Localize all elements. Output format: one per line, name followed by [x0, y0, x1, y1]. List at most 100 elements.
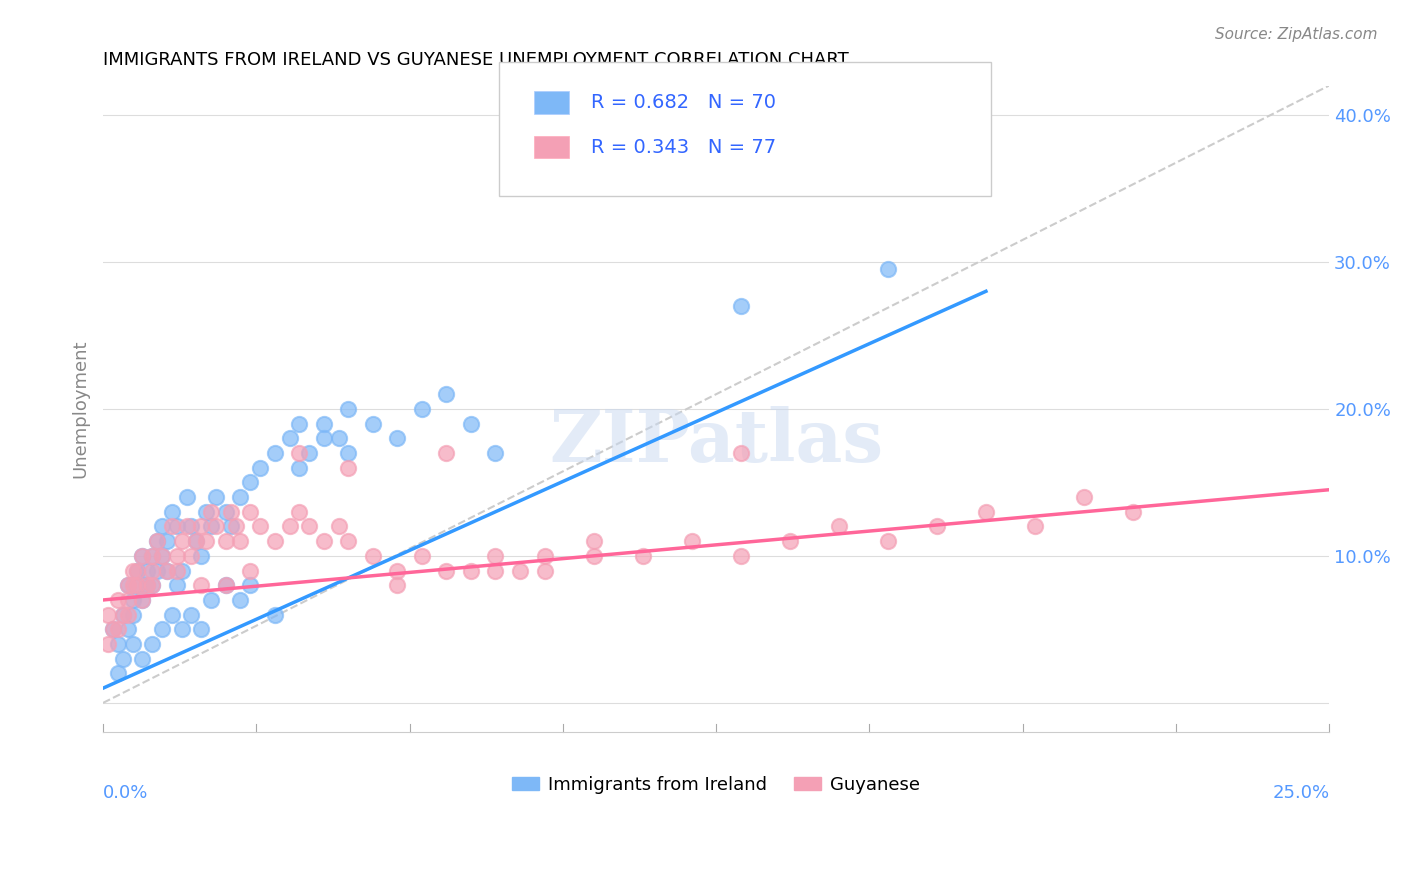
- Point: [200, 593, 222, 607]
- Point: [225, 519, 247, 533]
- Point: [170, 623, 193, 637]
- Point: [298, 519, 321, 533]
- Point: [141, 637, 163, 651]
- Point: [1073, 490, 1095, 504]
- Point: [974, 505, 997, 519]
- Point: [150, 549, 173, 563]
- Point: [337, 534, 360, 549]
- Point: [215, 505, 238, 519]
- Point: [460, 417, 482, 431]
- Point: [121, 593, 143, 607]
- Point: [150, 549, 173, 563]
- Point: [215, 534, 238, 549]
- Point: [121, 564, 143, 578]
- Point: [186, 534, 208, 549]
- Point: [239, 505, 262, 519]
- Point: [107, 637, 129, 651]
- Point: [131, 593, 153, 607]
- Point: [229, 534, 252, 549]
- Point: [131, 549, 153, 563]
- Point: [730, 446, 752, 460]
- Point: [146, 534, 169, 549]
- Point: [288, 446, 311, 460]
- Point: [131, 549, 153, 563]
- Point: [436, 387, 458, 401]
- Point: [107, 593, 129, 607]
- Point: [876, 262, 898, 277]
- Point: [337, 401, 360, 416]
- Point: [219, 519, 242, 533]
- Point: [141, 549, 163, 563]
- Point: [180, 607, 202, 622]
- Point: [779, 534, 801, 549]
- Point: [190, 519, 212, 533]
- Point: [121, 637, 143, 651]
- Point: [278, 431, 301, 445]
- Point: [436, 446, 458, 460]
- Point: [730, 299, 752, 313]
- Point: [166, 549, 188, 563]
- Point: [176, 519, 198, 533]
- Point: [460, 564, 482, 578]
- Point: [876, 534, 898, 549]
- Point: [117, 607, 139, 622]
- Point: [288, 417, 311, 431]
- Point: [288, 460, 311, 475]
- Point: [205, 519, 228, 533]
- Text: 25.0%: 25.0%: [1272, 784, 1329, 802]
- Point: [195, 534, 218, 549]
- Point: [111, 607, 134, 622]
- Point: [166, 519, 188, 533]
- Point: [298, 446, 321, 460]
- Point: [97, 607, 120, 622]
- Point: [582, 549, 605, 563]
- Point: [97, 637, 120, 651]
- Point: [131, 593, 153, 607]
- Point: [229, 593, 252, 607]
- Point: [387, 431, 409, 445]
- Point: [484, 549, 506, 563]
- Text: 0.0%: 0.0%: [103, 784, 149, 802]
- Point: [239, 578, 262, 592]
- Point: [681, 534, 703, 549]
- Point: [111, 652, 134, 666]
- Point: [436, 564, 458, 578]
- Point: [121, 578, 143, 592]
- Point: [176, 490, 198, 504]
- Point: [101, 623, 124, 637]
- Point: [730, 549, 752, 563]
- Point: [141, 578, 163, 592]
- Point: [136, 578, 159, 592]
- Point: [312, 431, 335, 445]
- Point: [127, 578, 149, 592]
- Point: [166, 578, 188, 592]
- Point: [200, 519, 222, 533]
- Point: [156, 564, 179, 578]
- Point: [160, 607, 183, 622]
- Point: [1122, 505, 1144, 519]
- Point: [150, 623, 173, 637]
- Point: [411, 549, 433, 563]
- Point: [150, 519, 173, 533]
- Point: [361, 417, 384, 431]
- Point: [229, 490, 252, 504]
- Point: [484, 564, 506, 578]
- Point: [101, 623, 124, 637]
- Point: [249, 519, 271, 533]
- Point: [180, 519, 202, 533]
- Point: [205, 490, 228, 504]
- Point: [117, 578, 139, 592]
- Text: IMMIGRANTS FROM IRELAND VS GUYANESE UNEMPLOYMENT CORRELATION CHART: IMMIGRANTS FROM IRELAND VS GUYANESE UNEM…: [103, 51, 849, 69]
- Point: [361, 549, 384, 563]
- Point: [249, 460, 271, 475]
- Point: [195, 505, 218, 519]
- Point: [925, 519, 948, 533]
- Point: [170, 534, 193, 549]
- Point: [186, 534, 208, 549]
- Point: [328, 519, 350, 533]
- Point: [509, 564, 531, 578]
- Point: [190, 578, 212, 592]
- Point: [117, 593, 139, 607]
- Point: [166, 564, 188, 578]
- Point: [136, 564, 159, 578]
